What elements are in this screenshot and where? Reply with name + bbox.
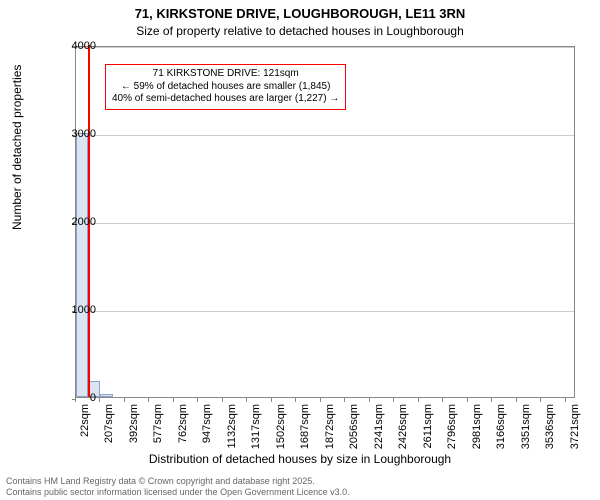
ytick-label: 0 bbox=[52, 392, 96, 404]
xtick-label: 1132sqm bbox=[226, 404, 238, 454]
xtick-mark bbox=[173, 398, 174, 402]
xtick-label: 762sqm bbox=[177, 404, 189, 454]
annotation-line2: ← 59% of detached houses are smaller (1,… bbox=[112, 81, 339, 94]
xtick-label: 2056sqm bbox=[348, 404, 360, 454]
histogram-bar bbox=[76, 133, 88, 397]
xtick-mark bbox=[344, 398, 345, 402]
xtick-mark bbox=[540, 398, 541, 402]
histogram-bar bbox=[100, 394, 112, 397]
xtick-label: 2796sqm bbox=[446, 404, 458, 454]
xtick-label: 1687sqm bbox=[299, 404, 311, 454]
gridline bbox=[76, 223, 574, 224]
xtick-mark bbox=[467, 398, 468, 402]
xtick-mark bbox=[418, 398, 419, 402]
annotation-line3: 40% of semi-detached houses are larger (… bbox=[112, 93, 339, 106]
gridline bbox=[76, 311, 574, 312]
xtick-label: 2981sqm bbox=[471, 404, 483, 454]
xtick-mark bbox=[565, 398, 566, 402]
xtick-label: 3166sqm bbox=[495, 404, 507, 454]
annotation-line1: 71 KIRKSTONE DRIVE: 121sqm bbox=[112, 68, 339, 81]
xtick-label: 3536sqm bbox=[544, 404, 556, 454]
xtick-mark bbox=[295, 398, 296, 402]
gridline bbox=[76, 135, 574, 136]
xtick-mark bbox=[222, 398, 223, 402]
x-axis-label: Distribution of detached houses by size … bbox=[0, 452, 600, 466]
xtick-label: 207sqm bbox=[103, 404, 115, 454]
xtick-label: 2241sqm bbox=[373, 404, 385, 454]
chart-title: 71, KIRKSTONE DRIVE, LOUGHBOROUGH, LE11 … bbox=[0, 6, 600, 21]
xtick-label: 2426sqm bbox=[397, 404, 409, 454]
chart-subtitle: Size of property relative to detached ho… bbox=[0, 24, 600, 38]
xtick-mark bbox=[99, 398, 100, 402]
ytick-label: 2000 bbox=[52, 216, 96, 228]
xtick-mark bbox=[516, 398, 517, 402]
xtick-mark bbox=[271, 398, 272, 402]
xtick-label: 3721sqm bbox=[569, 404, 581, 454]
xtick-mark bbox=[442, 398, 443, 402]
xtick-label: 392sqm bbox=[128, 404, 140, 454]
xtick-label: 2611sqm bbox=[422, 404, 434, 454]
xtick-label: 577sqm bbox=[152, 404, 164, 454]
footer-line1: Contains HM Land Registry data © Crown c… bbox=[6, 476, 350, 487]
xtick-label: 947sqm bbox=[201, 404, 213, 454]
xtick-label: 1502sqm bbox=[275, 404, 287, 454]
annotation-box: 71 KIRKSTONE DRIVE: 121sqm← 59% of detac… bbox=[105, 64, 346, 110]
y-axis-label: Number of detached properties bbox=[10, 65, 24, 230]
xtick-mark bbox=[148, 398, 149, 402]
footer-attribution: Contains HM Land Registry data © Crown c… bbox=[6, 476, 350, 499]
xtick-label: 1317sqm bbox=[250, 404, 262, 454]
xtick-mark bbox=[491, 398, 492, 402]
xtick-mark bbox=[320, 398, 321, 402]
gridline bbox=[76, 47, 574, 48]
xtick-label: 1872sqm bbox=[324, 404, 336, 454]
xtick-mark bbox=[197, 398, 198, 402]
ytick-label: 1000 bbox=[52, 304, 96, 316]
xtick-mark bbox=[124, 398, 125, 402]
ytick-label: 4000 bbox=[52, 40, 96, 52]
xtick-label: 3351sqm bbox=[520, 404, 532, 454]
xtick-mark bbox=[369, 398, 370, 402]
xtick-label: 22sqm bbox=[79, 404, 91, 454]
ytick-label: 3000 bbox=[52, 128, 96, 140]
xtick-mark bbox=[246, 398, 247, 402]
xtick-mark bbox=[393, 398, 394, 402]
footer-line2: Contains public sector information licen… bbox=[6, 487, 350, 498]
